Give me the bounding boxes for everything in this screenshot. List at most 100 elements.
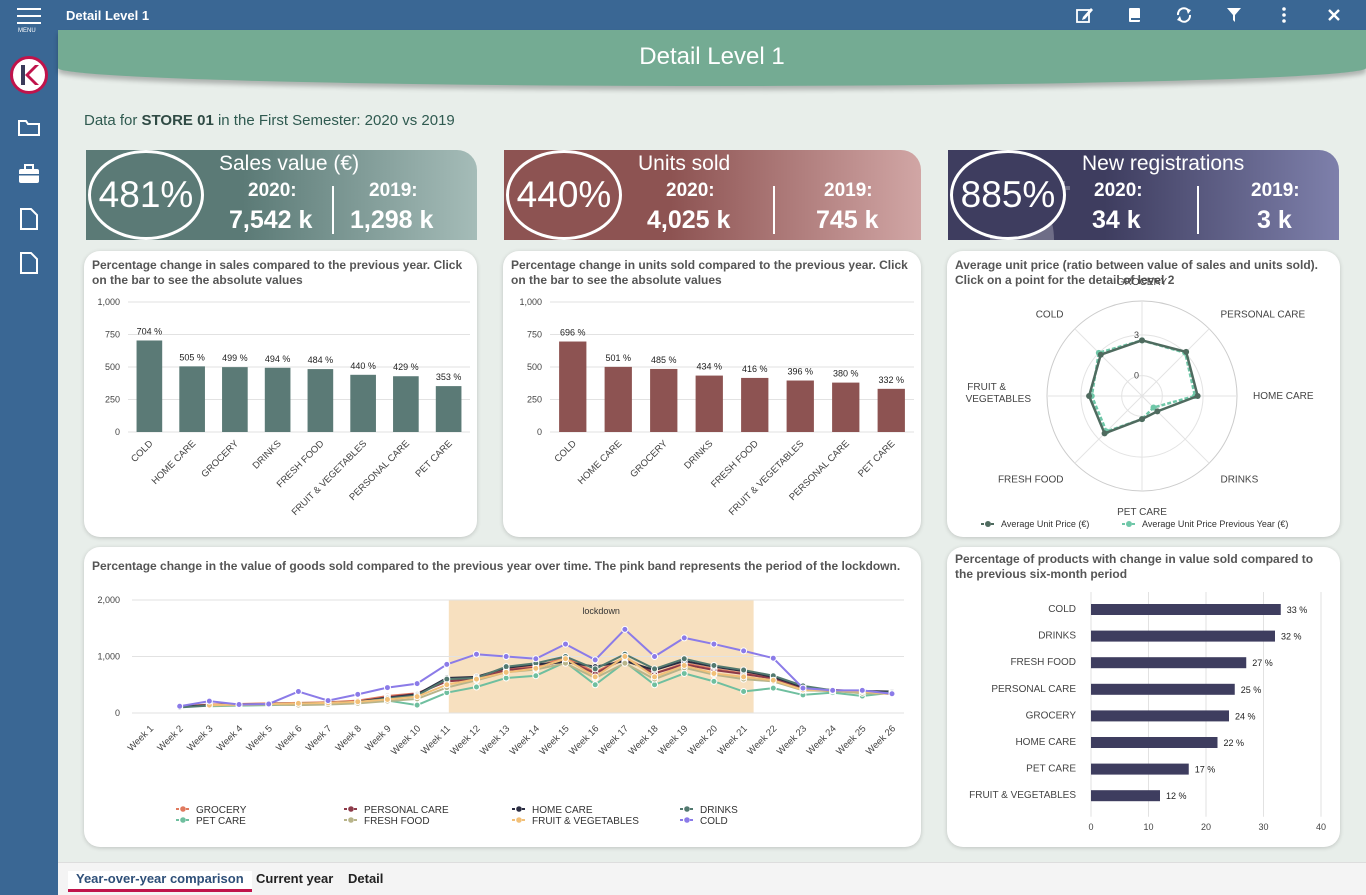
radar-point[interactable] (1183, 348, 1190, 355)
kpi-percent: 885% (950, 150, 1066, 240)
bar[interactable] (832, 382, 860, 432)
nav-briefcase[interactable] (18, 164, 40, 189)
bar[interactable] (1091, 657, 1247, 669)
hamburger-icon (17, 8, 41, 24)
tab-detail[interactable]: Detail (348, 871, 384, 886)
radar-point[interactable] (1139, 337, 1145, 344)
radar-point[interactable] (1086, 393, 1093, 399)
legend-label: Average Unit Price Previous Year (€) (1142, 519, 1288, 529)
radar-point[interactable] (1139, 416, 1145, 423)
data-label: 440 % (350, 361, 376, 371)
bar[interactable] (350, 374, 376, 432)
bar[interactable] (435, 386, 462, 432)
folder-icon (18, 120, 40, 136)
data-label: 380 % (833, 369, 859, 379)
series-point (354, 690, 362, 698)
series-point (651, 681, 659, 689)
series-point (443, 660, 451, 668)
series-point (799, 684, 807, 692)
series-point (265, 700, 273, 708)
bar[interactable] (222, 367, 248, 432)
x-tick-label: Week 8 (333, 723, 363, 753)
kpi-year-current-value: 4,025 k (647, 206, 731, 234)
legend-label: HOME CARE (532, 805, 593, 816)
series-point (443, 675, 451, 683)
radar-point[interactable] (1101, 430, 1108, 437)
series-point (324, 697, 332, 705)
data-label: 434 % (696, 362, 722, 372)
series-point (413, 680, 421, 688)
nav-folder[interactable] (18, 117, 40, 142)
bar[interactable] (741, 377, 769, 432)
series-point (413, 693, 421, 701)
data-label: 416 % (742, 364, 768, 374)
close-button[interactable] (1324, 5, 1344, 25)
series-point (294, 688, 302, 696)
x-tick-label: GROCERY (199, 438, 241, 480)
bar[interactable] (559, 341, 587, 432)
data-label: 429 % (393, 362, 419, 372)
more-button[interactable] (1274, 5, 1294, 25)
bar[interactable] (1091, 710, 1229, 722)
legend-label: COLD (700, 816, 728, 827)
bar[interactable] (877, 388, 905, 432)
refresh-button[interactable] (1174, 5, 1194, 25)
tab-current-year[interactable]: Current year (256, 871, 334, 886)
x-tick-label: Week 16 (567, 723, 601, 757)
radar-point[interactable] (1097, 351, 1104, 358)
y-tick-label: 2,000 (97, 595, 120, 605)
chart-title: Percentage of products with change in va… (955, 552, 1314, 581)
radar-point[interactable] (1150, 404, 1157, 411)
y-tick-label: FRUIT & VEGETABLES (969, 790, 1076, 801)
series-point (354, 698, 362, 706)
bar[interactable] (307, 369, 334, 432)
x-tick-label: PET CARE (413, 438, 454, 479)
book-button[interactable] (1124, 5, 1144, 25)
sales-change-bar-chart: 0 250 500 750 1,000 704 % COLD 505 % HOME CARE 49… (97, 297, 470, 518)
series-point (888, 690, 896, 698)
tab-year-over-year[interactable]: Year-over-year comparison (68, 871, 252, 892)
bar[interactable] (1091, 790, 1160, 802)
legend-marker (180, 817, 186, 823)
filter-button[interactable] (1224, 5, 1244, 25)
y-tick-label: 1,000 (97, 297, 120, 307)
bar[interactable] (1091, 737, 1218, 748)
y-tick-label: 1,000 (519, 297, 542, 307)
series-point (205, 697, 213, 705)
series-point (562, 640, 570, 648)
x-tick-label: Week 23 (775, 723, 809, 757)
x-tick-label: COLD (552, 438, 579, 465)
bar[interactable] (136, 340, 163, 432)
bar[interactable] (393, 376, 419, 432)
legend-label: FRUIT & VEGETABLES (532, 816, 639, 827)
units-change-bar-chart: 0 250 500 750 1,000 696 % COLD 501 % HOME CARE 48… (519, 297, 914, 518)
radar-point[interactable] (1154, 408, 1161, 415)
bar[interactable] (264, 367, 291, 432)
bar[interactable] (1091, 630, 1275, 642)
series-point (502, 653, 510, 660)
app-logo[interactable] (10, 56, 48, 94)
bar[interactable] (650, 368, 678, 432)
unit-price-radar-chart: GROCERY PERSONAL CARE HOME CARE DRINKS PET C… (966, 277, 1314, 529)
nav-document-2[interactable] (20, 252, 38, 279)
bar[interactable] (1091, 763, 1189, 775)
bar[interactable] (1091, 683, 1235, 695)
bar[interactable] (1091, 604, 1281, 615)
series-point (680, 662, 688, 670)
nav-document-1[interactable] (20, 208, 38, 235)
data-label: 33 % (1287, 605, 1308, 615)
menu-button[interactable]: MENU (14, 7, 44, 37)
data-scope-text: Data for STORE 01 in the First Semester:… (84, 112, 455, 129)
x-tick-label: GROCERY (628, 438, 670, 480)
legend-label: FRESH FOOD (364, 816, 430, 827)
x-tick-label: 30 (1258, 822, 1268, 832)
bar[interactable] (786, 380, 814, 432)
x-tick-label: Week 22 (745, 723, 779, 757)
bar[interactable] (179, 366, 205, 432)
kpi-divider (332, 186, 334, 234)
edit-button[interactable] (1074, 5, 1094, 25)
bar[interactable] (695, 375, 723, 432)
bar[interactable] (604, 366, 632, 432)
radar-point[interactable] (1194, 393, 1201, 399)
book-icon (1129, 8, 1140, 22)
